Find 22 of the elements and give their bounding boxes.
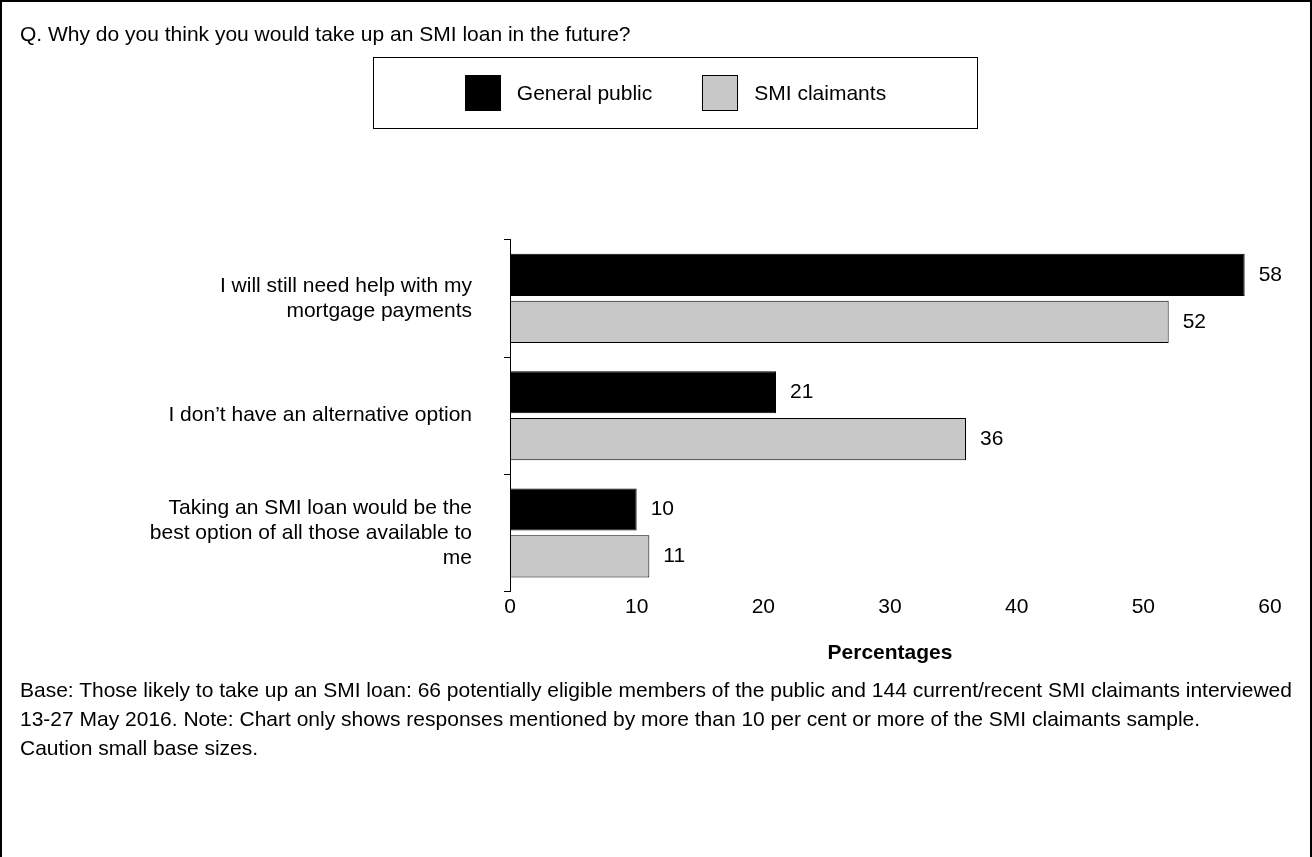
legend-label: General public [516, 81, 653, 105]
data-label: 21 [790, 379, 814, 403]
data-label: 36 [980, 425, 1004, 449]
data-label: 11 [663, 543, 686, 567]
x-axis-title: Percentages [827, 640, 953, 664]
x-tick-label: 20 [751, 594, 776, 617]
x-tick-label: 10 [624, 594, 649, 617]
data-label: 58 [1258, 261, 1283, 285]
x-tick-label: 30 [878, 594, 902, 617]
data-label: 10 [650, 496, 675, 520]
y-tick-label: Taking an SMI loan would be the best option of all those available to me [149, 494, 472, 568]
data-label: 52 [1182, 308, 1207, 332]
legend-label: SMI claimants [754, 81, 887, 105]
text: Q. Why do you think you would take up an SMI loan in the future? [20, 22, 631, 46]
x-tick-label: 40 [1004, 594, 1029, 617]
text: Caution small base sizes. [20, 735, 260, 761]
text: Base: Those likely to take up an SMI loan: 66 potentially eligible members of the public and 144 current/recent SMI claimants interviewed 13-27 May 2016. Note: Chart only shows responses mentioned by more than 10 per cent or more of the SMI claimants sample. [20, 677, 1293, 732]
x-tick-label: 60 [1258, 594, 1282, 617]
x-tick-label: 50 [1131, 594, 1156, 617]
y-tick-label: I will still need help with my mortgage payments [219, 272, 473, 321]
y-tick-label: I don’t have an alternative option [168, 402, 472, 426]
x-tick-label: 0 [504, 594, 516, 617]
